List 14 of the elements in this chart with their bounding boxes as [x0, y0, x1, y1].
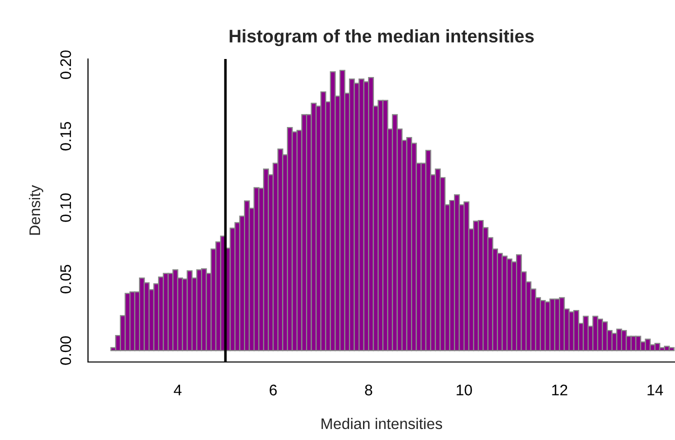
x-tick-label: 8 — [365, 384, 372, 396]
y-axis-title: Density — [28, 185, 44, 235]
x-tick-label: 12 — [552, 384, 568, 396]
y-tick-label: 0.05 — [60, 264, 72, 294]
x-axis-title: Median intensities — [322, 418, 442, 430]
x-tick-label: 14 — [648, 384, 664, 396]
y-tick-label: 0.15 — [60, 122, 72, 150]
x-tick-label: 4 — [174, 384, 182, 396]
y-tick-label: 0.20 — [60, 50, 72, 79]
x-tick-label: 10 — [456, 384, 472, 396]
y-tick-label: 0.00 — [60, 336, 72, 365]
y-tick-label: 0.10 — [60, 193, 72, 222]
chart-title: Histogram of the median intensities — [230, 29, 534, 46]
x-tick-label: 6 — [270, 384, 277, 396]
